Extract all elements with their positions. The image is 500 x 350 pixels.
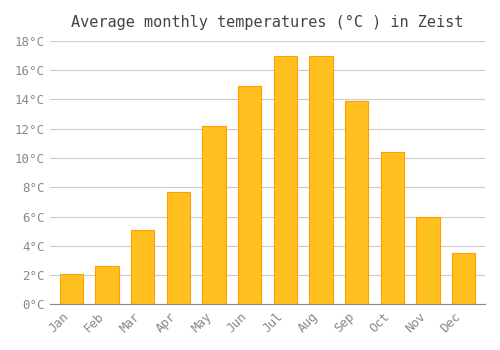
Bar bbox=[345, 101, 368, 304]
Bar bbox=[452, 253, 475, 304]
Bar bbox=[166, 192, 190, 304]
Bar bbox=[202, 126, 226, 304]
Bar bbox=[238, 86, 261, 304]
Bar bbox=[310, 56, 332, 304]
Bar bbox=[96, 266, 118, 304]
Bar bbox=[131, 230, 154, 304]
Bar bbox=[380, 152, 404, 304]
Bar bbox=[416, 217, 440, 304]
Title: Average monthly temperatures (°C ) in Zeist: Average monthly temperatures (°C ) in Ze… bbox=[71, 15, 464, 30]
Bar bbox=[274, 56, 297, 304]
Bar bbox=[60, 274, 83, 304]
